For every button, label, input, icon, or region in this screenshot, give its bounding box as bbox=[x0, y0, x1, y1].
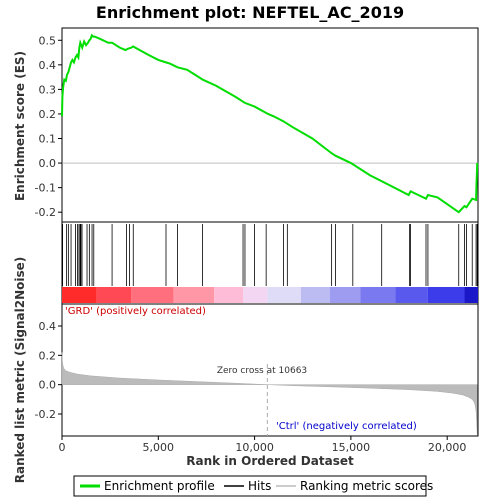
color-bar-segment bbox=[427, 287, 465, 303]
x-tick-label: 10,000 bbox=[235, 441, 274, 454]
es-y-tick-label: -0.2 bbox=[35, 206, 56, 219]
color-bar-segment bbox=[464, 287, 478, 303]
legend-hits-label: Hits bbox=[248, 479, 271, 493]
x-tick-label: 5,000 bbox=[143, 441, 175, 454]
metric-y-tick-label: 0.0 bbox=[39, 379, 57, 392]
color-bar-segment bbox=[173, 287, 215, 303]
x-tick-label: 15,000 bbox=[332, 441, 371, 454]
legend-metric-label: Ranking metric scores bbox=[300, 479, 433, 493]
es-y-tick-label: 0.0 bbox=[39, 157, 57, 170]
es-y-tick-label: 0.4 bbox=[39, 59, 57, 72]
es-y-tick-label: 0.5 bbox=[39, 34, 57, 47]
color-bar-segment bbox=[360, 287, 396, 303]
es-y-axis-label: Enrichment score (ES) bbox=[13, 51, 27, 201]
x-axis-label: Rank in Ordered Dataset bbox=[186, 454, 354, 468]
chart-title: Enrichment plot: NEFTEL_AC_2019 bbox=[96, 3, 404, 22]
es-y-tick-label: 0.3 bbox=[39, 83, 57, 96]
es-y-tick-label: 0.2 bbox=[39, 108, 57, 121]
hits-markers bbox=[62, 224, 478, 286]
legend-frame bbox=[73, 475, 427, 497]
x-tick-label: 20,000 bbox=[428, 441, 467, 454]
es-panel-frame bbox=[61, 27, 479, 223]
metric-y-axis-label: Ranked list metric (Signal2Noise) bbox=[13, 257, 27, 484]
metric-y-tick-label: -0.2 bbox=[35, 408, 56, 421]
color-bar-segment bbox=[243, 287, 268, 303]
metric-y-tick-label: 0.2 bbox=[39, 349, 57, 362]
color-bar-segment bbox=[395, 287, 428, 303]
color-bar-segment bbox=[214, 287, 244, 303]
legend-profile-label: Enrichment profile bbox=[104, 479, 215, 493]
es-y-axis: -0.2 -0.1 0.0 0.1 0.2 0.3 0.4 0.5 bbox=[35, 34, 62, 219]
es-y-tick-label: -0.1 bbox=[35, 182, 56, 195]
legend: Enrichment profile Hits Ranking metric s… bbox=[73, 475, 433, 497]
color-bar-segment bbox=[329, 287, 361, 303]
metric-panel-frame bbox=[61, 303, 479, 437]
color-bar-segment bbox=[300, 287, 330, 303]
color-bar-segment bbox=[62, 287, 97, 303]
ranked-color-bar bbox=[62, 287, 478, 303]
negative-annotation: 'Ctrl' (negatively correlated) bbox=[276, 421, 417, 432]
ranking-metric-area bbox=[61, 352, 478, 435]
metric-y-axis: -0.2 0.0 0.2 0.4 bbox=[35, 320, 62, 421]
x-axis: 0 5,000 10,000 15,000 20,000 bbox=[59, 436, 467, 454]
enrichment-profile-line bbox=[61, 33, 479, 214]
es-y-tick-label: 0.1 bbox=[39, 133, 57, 146]
positive-annotation: 'GRD' (positively correlated) bbox=[65, 306, 206, 317]
color-bar-segment bbox=[131, 287, 174, 303]
color-bar-segment bbox=[96, 287, 132, 303]
color-bar-segment bbox=[267, 287, 301, 303]
metric-y-tick-label: 0.4 bbox=[39, 320, 57, 333]
x-tick-label: 0 bbox=[59, 441, 66, 454]
zero-cross-annotation: Zero cross at 10663 bbox=[217, 366, 307, 376]
